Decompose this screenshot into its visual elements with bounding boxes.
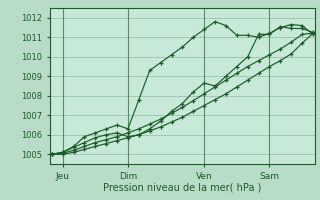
X-axis label: Pression niveau de la mer( hPa ): Pression niveau de la mer( hPa ) (103, 182, 261, 192)
